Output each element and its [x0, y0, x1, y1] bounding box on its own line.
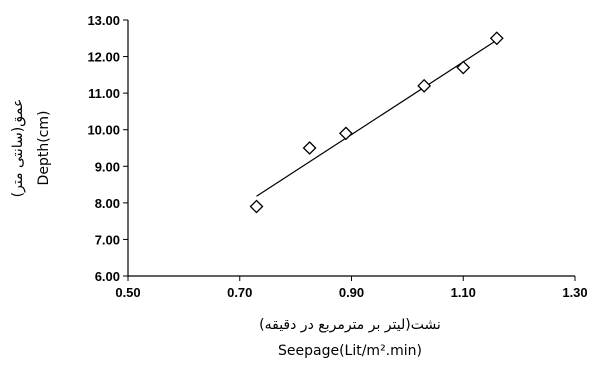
- y-tick-label: 6.00: [95, 269, 120, 284]
- x-axis-title: Seepage(Lit/m².min): [278, 343, 422, 359]
- x-tick-label: 1.30: [562, 285, 587, 300]
- y-tick-label: 10.00: [87, 123, 120, 138]
- y-tick-label: 9.00: [95, 159, 120, 174]
- axes: [127, 20, 575, 277]
- trendline: [256, 39, 498, 197]
- x-tick-label: 0.50: [115, 285, 140, 300]
- y-axis-title-persian: عمق(سانتی متر): [10, 99, 26, 198]
- x-tick-label: 1.10: [451, 285, 476, 300]
- x-tick-label: 0.70: [227, 285, 252, 300]
- y-tick-label: 12.00: [87, 50, 120, 65]
- x-ticks: 0.50 0.70 0.90 1.10 1.30: [115, 276, 588, 300]
- y-axis-title: Depth(cm): [36, 111, 52, 186]
- data-point: [456, 60, 471, 75]
- y-tick-label: 13.00: [87, 13, 120, 28]
- data-point: [302, 141, 317, 155]
- trendline-group: [256, 39, 498, 197]
- data-point: [489, 31, 504, 46]
- y-ticks: 6.00 7.00 8.00 9.00 10.00 11.00 12.00 13.00: [87, 13, 128, 284]
- x-axis-title-persian: نشت(لیتر بر مترمربع در دقیقه): [259, 317, 441, 333]
- y-tick-label: 7.00: [95, 232, 120, 247]
- data-point: [417, 78, 432, 93]
- x-tick-label: 0.90: [339, 285, 364, 300]
- y-tick-label: 11.00: [88, 86, 120, 101]
- data-point: [249, 199, 264, 214]
- data-points: [249, 31, 504, 214]
- y-tick-label: 8.00: [95, 196, 120, 211]
- data-point: [338, 126, 353, 141]
